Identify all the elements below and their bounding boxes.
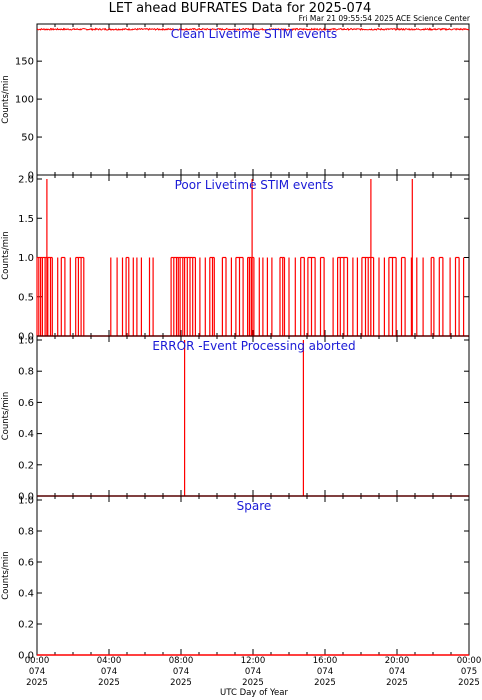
- y-tick-label: 0.8: [18, 367, 34, 378]
- panel-2: 0.0 0.5 1.0 1.5 2.0 Counts/min Poor Livetime S…: [1, 174, 470, 343]
- x-tick-label: 2025: [98, 678, 120, 688]
- y-tick-label: 0.5: [18, 292, 34, 303]
- y-tick-label: 150: [15, 57, 34, 68]
- x-axis: 00:00074202504:00074202508:00074202512:0…: [25, 656, 482, 688]
- y-tick-label: 1.5: [18, 214, 34, 225]
- y-tick-label: 100: [15, 95, 34, 106]
- panel-frame: [36, 495, 470, 656]
- generation-timestamp: Fri Mar 21 09:55:54 2025 ACE Science Cen…: [299, 14, 471, 23]
- x-tick-label: 00:00: [457, 656, 482, 666]
- y-tick-label: 0.6: [18, 558, 34, 569]
- y-axis-label: Counts/min: [1, 392, 11, 441]
- x-tick-label: 2025: [386, 678, 408, 688]
- x-axis-label: UTC Day of Year: [220, 688, 288, 698]
- y-tick-label: 1.0: [18, 336, 34, 347]
- y-tick-label: 1.0: [18, 253, 34, 264]
- panel-title: Spare: [237, 499, 272, 513]
- x-tick-label: 075: [461, 667, 477, 677]
- y-tick-label: 0.0: [18, 492, 34, 503]
- y-tick-label: 0.0: [18, 332, 34, 343]
- panel-3: 0.0 0.2 0.4 0.6 0.8 1.0 Counts/min ERROR -Event…: [1, 335, 470, 503]
- series-2: [36, 179, 469, 337]
- panel-frame: [36, 23, 470, 176]
- x-tick-label: 074: [317, 667, 333, 677]
- x-tick-label: 2025: [26, 678, 48, 688]
- y-axis-label: Counts/min: [1, 551, 11, 600]
- x-tick-label: 074: [101, 667, 117, 677]
- figure-title: LET ahead BUFRATES Data for 2025-074: [109, 1, 372, 16]
- x-tick-label: 2025: [242, 678, 264, 688]
- series-3: [37, 340, 469, 497]
- x-tick-label: 12:00: [241, 656, 266, 666]
- panel-title: Poor Livetime STIM events: [175, 178, 334, 192]
- y-tick-label: 1.0: [18, 496, 34, 507]
- x-tick-label: 074: [245, 667, 261, 677]
- panel-frame: [36, 174, 470, 337]
- x-tick-label: 074: [173, 667, 189, 677]
- y-tick-label: 0.8: [18, 527, 34, 538]
- x-tick-label: 00:00: [25, 656, 50, 666]
- x-tick-label: 074: [29, 667, 45, 677]
- y-tick-label: 0.4: [18, 429, 34, 440]
- panel-title: ERROR -Event Processing aborted: [152, 339, 355, 353]
- y-tick-label: 0.2: [18, 620, 34, 631]
- x-tick-label: 04:00: [97, 656, 122, 666]
- y-tick-label: 0.2: [18, 460, 34, 471]
- y-axis-label: Counts/min: [1, 231, 11, 280]
- panel-frame: [36, 335, 470, 497]
- y-axis-label: Counts/min: [1, 75, 11, 124]
- y-tick-label: 0.4: [18, 589, 34, 600]
- y-tick-label: 50: [21, 133, 34, 144]
- panel-1: 0 50 100 150 Counts/min Clean Livetime STIM e…: [1, 23, 470, 182]
- series-line: [36, 27, 470, 32]
- panel-title: Clean Livetime STIM events: [171, 27, 337, 41]
- y-tick-label: 0: [28, 171, 34, 182]
- y-tick-label: 0.0: [18, 651, 34, 662]
- y-tick-label: 0.6: [18, 398, 34, 409]
- panels: 0 50 100 150 Counts/min Clean Livetime STIM e…: [1, 23, 470, 662]
- x-tick-label: 2025: [170, 678, 192, 688]
- x-tick-label: 08:00: [169, 656, 194, 666]
- panel-4: 0.0 0.2 0.4 0.6 0.8 1.0 Counts/min Spare: [1, 495, 470, 662]
- series-1: [36, 27, 470, 32]
- x-tick-label: 16:00: [313, 656, 338, 666]
- x-tick-label: 2025: [314, 678, 336, 688]
- x-tick-label: 2025: [458, 678, 480, 688]
- x-tick-label: 074: [389, 667, 405, 677]
- y-tick-label: 2.0: [18, 175, 34, 186]
- x-tick-label: 20:00: [385, 656, 410, 666]
